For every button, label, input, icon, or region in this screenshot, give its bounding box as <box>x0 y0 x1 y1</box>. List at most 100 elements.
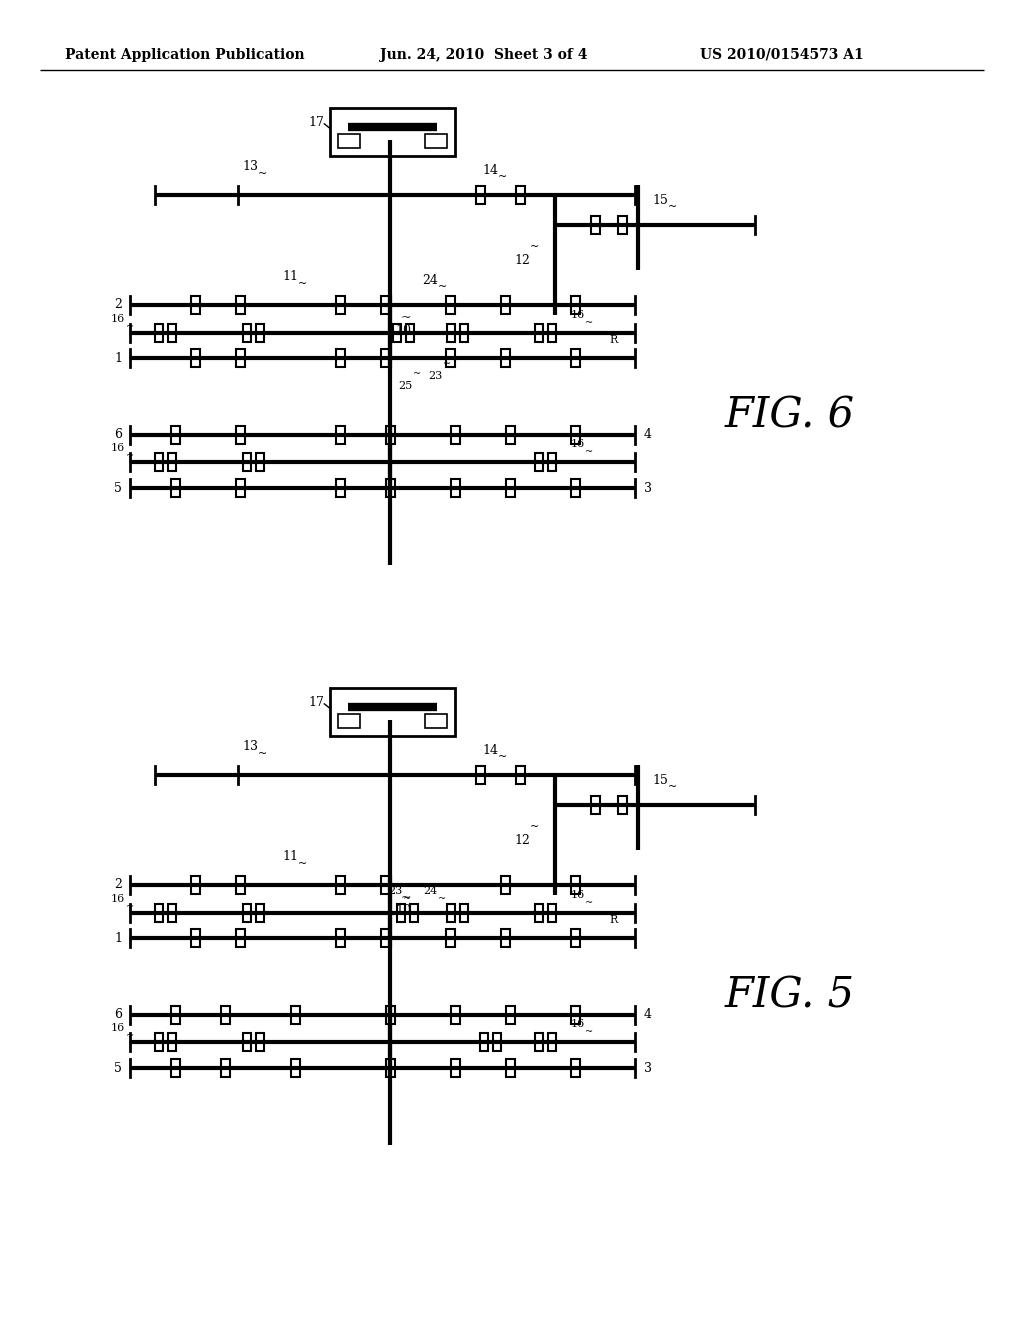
Text: ~: ~ <box>403 894 411 903</box>
Text: 10: 10 <box>395 903 411 916</box>
Bar <box>190 929 200 946</box>
Bar <box>168 1034 175 1051</box>
Text: 15: 15 <box>652 774 668 787</box>
Text: 2: 2 <box>114 298 122 312</box>
Bar <box>381 876 389 894</box>
Text: 5: 5 <box>114 482 122 495</box>
Text: 16: 16 <box>111 314 125 323</box>
Bar <box>338 714 360 729</box>
Bar <box>475 186 484 205</box>
Text: R: R <box>610 915 618 925</box>
Bar <box>479 1034 487 1051</box>
Bar <box>570 296 580 314</box>
Text: 10: 10 <box>395 323 411 337</box>
Text: 4: 4 <box>644 429 652 441</box>
Text: Patent Application Publication: Patent Application Publication <box>65 48 304 62</box>
Text: 1: 1 <box>114 932 122 945</box>
Bar <box>336 426 344 444</box>
Bar <box>236 929 245 946</box>
Text: ~: ~ <box>585 447 593 455</box>
Bar <box>591 216 599 234</box>
Bar <box>381 929 389 946</box>
Bar <box>330 108 455 156</box>
Text: ~: ~ <box>401 891 412 904</box>
Bar <box>570 479 580 498</box>
Text: 3: 3 <box>644 482 652 495</box>
Text: R: R <box>610 335 618 345</box>
Bar <box>501 296 510 314</box>
Text: ~: ~ <box>258 169 267 180</box>
Bar <box>570 929 580 946</box>
Bar <box>243 904 251 921</box>
Text: 16: 16 <box>111 1023 125 1034</box>
Text: 16: 16 <box>570 890 585 900</box>
Bar <box>236 426 245 444</box>
Text: ~: ~ <box>401 312 412 325</box>
Bar <box>446 904 455 921</box>
Bar <box>381 348 389 367</box>
Bar <box>506 426 514 444</box>
Bar <box>336 479 344 498</box>
Text: 16: 16 <box>570 1019 585 1030</box>
Bar <box>460 904 468 921</box>
Text: ~: ~ <box>498 752 507 762</box>
Bar <box>155 453 163 471</box>
Text: 4: 4 <box>644 1008 652 1022</box>
Bar <box>168 453 175 471</box>
Bar <box>396 904 404 921</box>
Text: 23: 23 <box>388 886 402 896</box>
Bar <box>155 323 163 342</box>
Bar <box>446 323 455 342</box>
Text: 24: 24 <box>423 886 437 896</box>
Bar <box>171 1059 179 1077</box>
Bar <box>451 1006 460 1024</box>
Text: 5: 5 <box>114 1061 122 1074</box>
Text: ~: ~ <box>530 822 540 832</box>
Text: 16: 16 <box>111 894 125 904</box>
Bar <box>385 1059 394 1077</box>
Bar <box>591 796 599 814</box>
Text: 16: 16 <box>111 444 125 453</box>
Bar <box>243 1034 251 1051</box>
Bar <box>155 1034 163 1051</box>
Text: 11: 11 <box>282 271 298 284</box>
Text: 17: 17 <box>308 696 324 709</box>
Text: US 2010/0154573 A1: US 2010/0154573 A1 <box>700 48 864 62</box>
Bar <box>336 929 344 946</box>
Text: ~: ~ <box>126 451 134 459</box>
Text: 24: 24 <box>422 273 438 286</box>
Bar <box>385 426 394 444</box>
Bar <box>570 1059 580 1077</box>
Text: 6: 6 <box>114 429 122 441</box>
Text: 2: 2 <box>114 879 122 891</box>
Text: ~: ~ <box>126 322 134 331</box>
Text: 13: 13 <box>242 741 258 754</box>
Bar <box>535 1034 543 1051</box>
Text: ~: ~ <box>298 279 307 289</box>
Bar <box>190 296 200 314</box>
Text: ~: ~ <box>498 172 507 182</box>
Text: ~: ~ <box>668 781 677 792</box>
Bar <box>460 323 468 342</box>
Text: ~: ~ <box>413 370 421 378</box>
Bar <box>236 479 245 498</box>
Text: 13: 13 <box>242 161 258 173</box>
Bar <box>451 426 460 444</box>
Text: 14: 14 <box>482 743 498 756</box>
Text: ~: ~ <box>668 202 677 213</box>
Text: 17: 17 <box>308 116 324 128</box>
Bar <box>243 323 251 342</box>
Bar <box>291 1059 299 1077</box>
Bar <box>171 1006 179 1024</box>
Bar <box>570 876 580 894</box>
Bar <box>445 348 455 367</box>
Bar <box>570 348 580 367</box>
Bar <box>506 479 514 498</box>
Text: ~: ~ <box>298 859 307 869</box>
Bar <box>406 323 414 342</box>
Bar <box>291 1006 299 1024</box>
Text: ~: ~ <box>126 902 134 911</box>
Text: 3: 3 <box>644 1061 652 1074</box>
Bar <box>535 323 543 342</box>
Bar <box>548 1034 555 1051</box>
